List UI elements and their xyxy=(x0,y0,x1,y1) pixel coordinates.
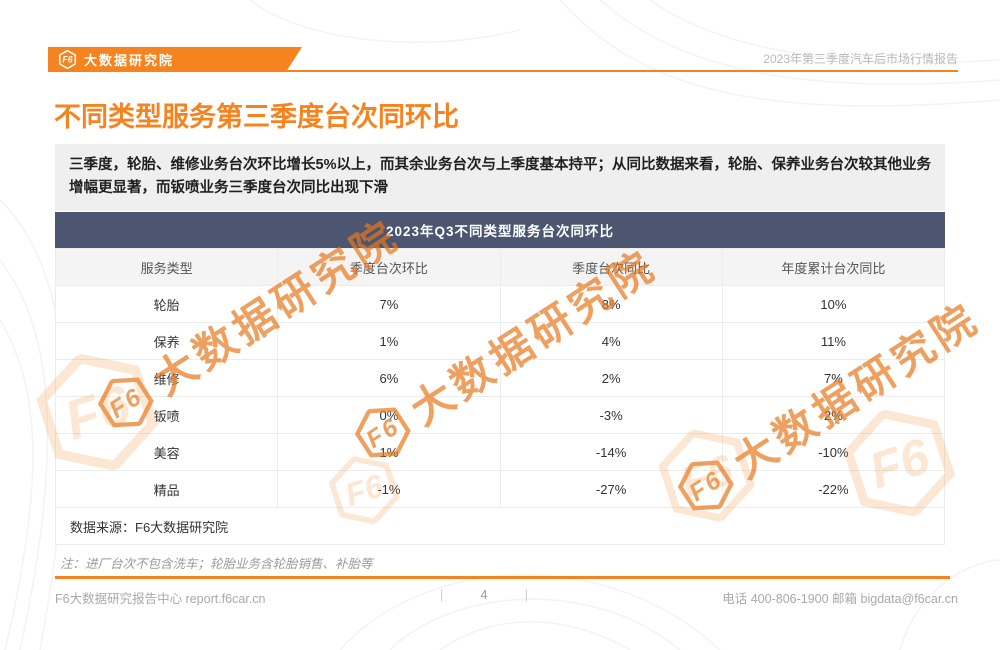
service-metrics-table: 服务类型 季度台次环比 季度台次同比 年度累计台次同比 轮胎 7% 8% 10%… xyxy=(54,248,946,545)
f6-hexagon-logo-icon: F6 xyxy=(58,50,77,69)
cell-service: 精品 xyxy=(54,470,279,508)
page-pipe-left: | xyxy=(440,588,444,602)
table-title-bar: 2023年Q3不同类型服务台次同环比 xyxy=(55,212,945,248)
footer-contact-info: 电话 400-806-1900 邮箱 bigdata@f6car.cn xyxy=(722,592,958,606)
table-row: 保养 1% 4% 11% xyxy=(54,322,946,360)
cell-yoy: 2% xyxy=(499,359,723,397)
table-row: 精品 -1% -27% -22% xyxy=(54,470,946,508)
column-header-yoy: 季度台次同比 xyxy=(499,248,723,286)
table-row: 轮胎 7% 8% 10% xyxy=(54,285,946,323)
cell-ytd: -22% xyxy=(721,470,946,508)
table-source-row: 数据来源：F6大数据研究院 xyxy=(55,507,945,545)
cell-service: 保养 xyxy=(54,322,279,360)
cell-ytd: -10% xyxy=(721,433,946,471)
cell-service: 维修 xyxy=(54,359,279,397)
data-table-section: 2023年Q3不同类型服务台次同环比 服务类型 季度台次环比 季度台次同比 年度… xyxy=(54,212,946,545)
footer-page-indicator: | 4 | xyxy=(440,588,528,602)
footnote: 注：进厂台次不包含洗车；轮胎业务含轮胎销售、补胎等 xyxy=(60,557,373,571)
cell-yoy: -3% xyxy=(499,396,723,434)
header-divider-line xyxy=(48,70,958,72)
brand-name: 大数据研究院 xyxy=(84,53,175,68)
cell-ytd: 2% xyxy=(721,396,946,434)
cell-qoq: -1% xyxy=(277,470,501,508)
page-title: 不同类型服务第三季度台次同环比 xyxy=(54,102,459,132)
cell-yoy: 4% xyxy=(499,322,723,360)
cell-yoy: -14% xyxy=(499,433,723,471)
column-header-ytd-yoy: 年度累计台次同比 xyxy=(721,248,946,286)
footer-divider-line xyxy=(55,576,950,579)
cell-qoq: 6% xyxy=(277,359,501,397)
cell-qoq: 7% xyxy=(277,285,501,323)
footer-report-center: F6大数据研究报告中心 report.f6car.cn xyxy=(55,592,266,606)
table-row: 钣喷 0% -3% 2% xyxy=(54,396,946,434)
cell-qoq: 1% xyxy=(277,322,501,360)
cell-ytd: 7% xyxy=(721,359,946,397)
column-header-service-type: 服务类型 xyxy=(54,248,279,286)
cell-qoq: 0% xyxy=(277,396,501,434)
cell-service: 轮胎 xyxy=(54,285,279,323)
cell-qoq: 1% xyxy=(277,433,501,471)
cell-ytd: 11% xyxy=(721,322,946,360)
svg-text:F6: F6 xyxy=(62,55,72,65)
cell-yoy: 8% xyxy=(499,285,723,323)
page-pipe-right: | xyxy=(524,588,528,602)
brand-banner: F6 大数据研究院 xyxy=(48,47,302,72)
summary-highlight-box: 三季度，轮胎、维修业务台次环比增长5%以上，而其余业务台次与上季度基本持平；从同… xyxy=(55,144,945,211)
report-edition-title: 2023年第三季度汽车后市场行情报告 xyxy=(763,52,958,66)
cell-service: 钣喷 xyxy=(54,396,279,434)
cell-yoy: -27% xyxy=(499,470,723,508)
page-number: 4 xyxy=(480,588,488,602)
data-source-text: 数据来源：F6大数据研究院 xyxy=(55,507,945,545)
table-row: 美容 1% -14% -10% xyxy=(54,433,946,471)
table-row: 维修 6% 2% 7% xyxy=(54,359,946,397)
table-header-row: 服务类型 季度台次环比 季度台次同比 年度累计台次同比 xyxy=(54,248,946,286)
cell-ytd: 10% xyxy=(721,285,946,323)
column-header-qoq: 季度台次环比 xyxy=(277,248,501,286)
cell-service: 美容 xyxy=(54,433,279,471)
